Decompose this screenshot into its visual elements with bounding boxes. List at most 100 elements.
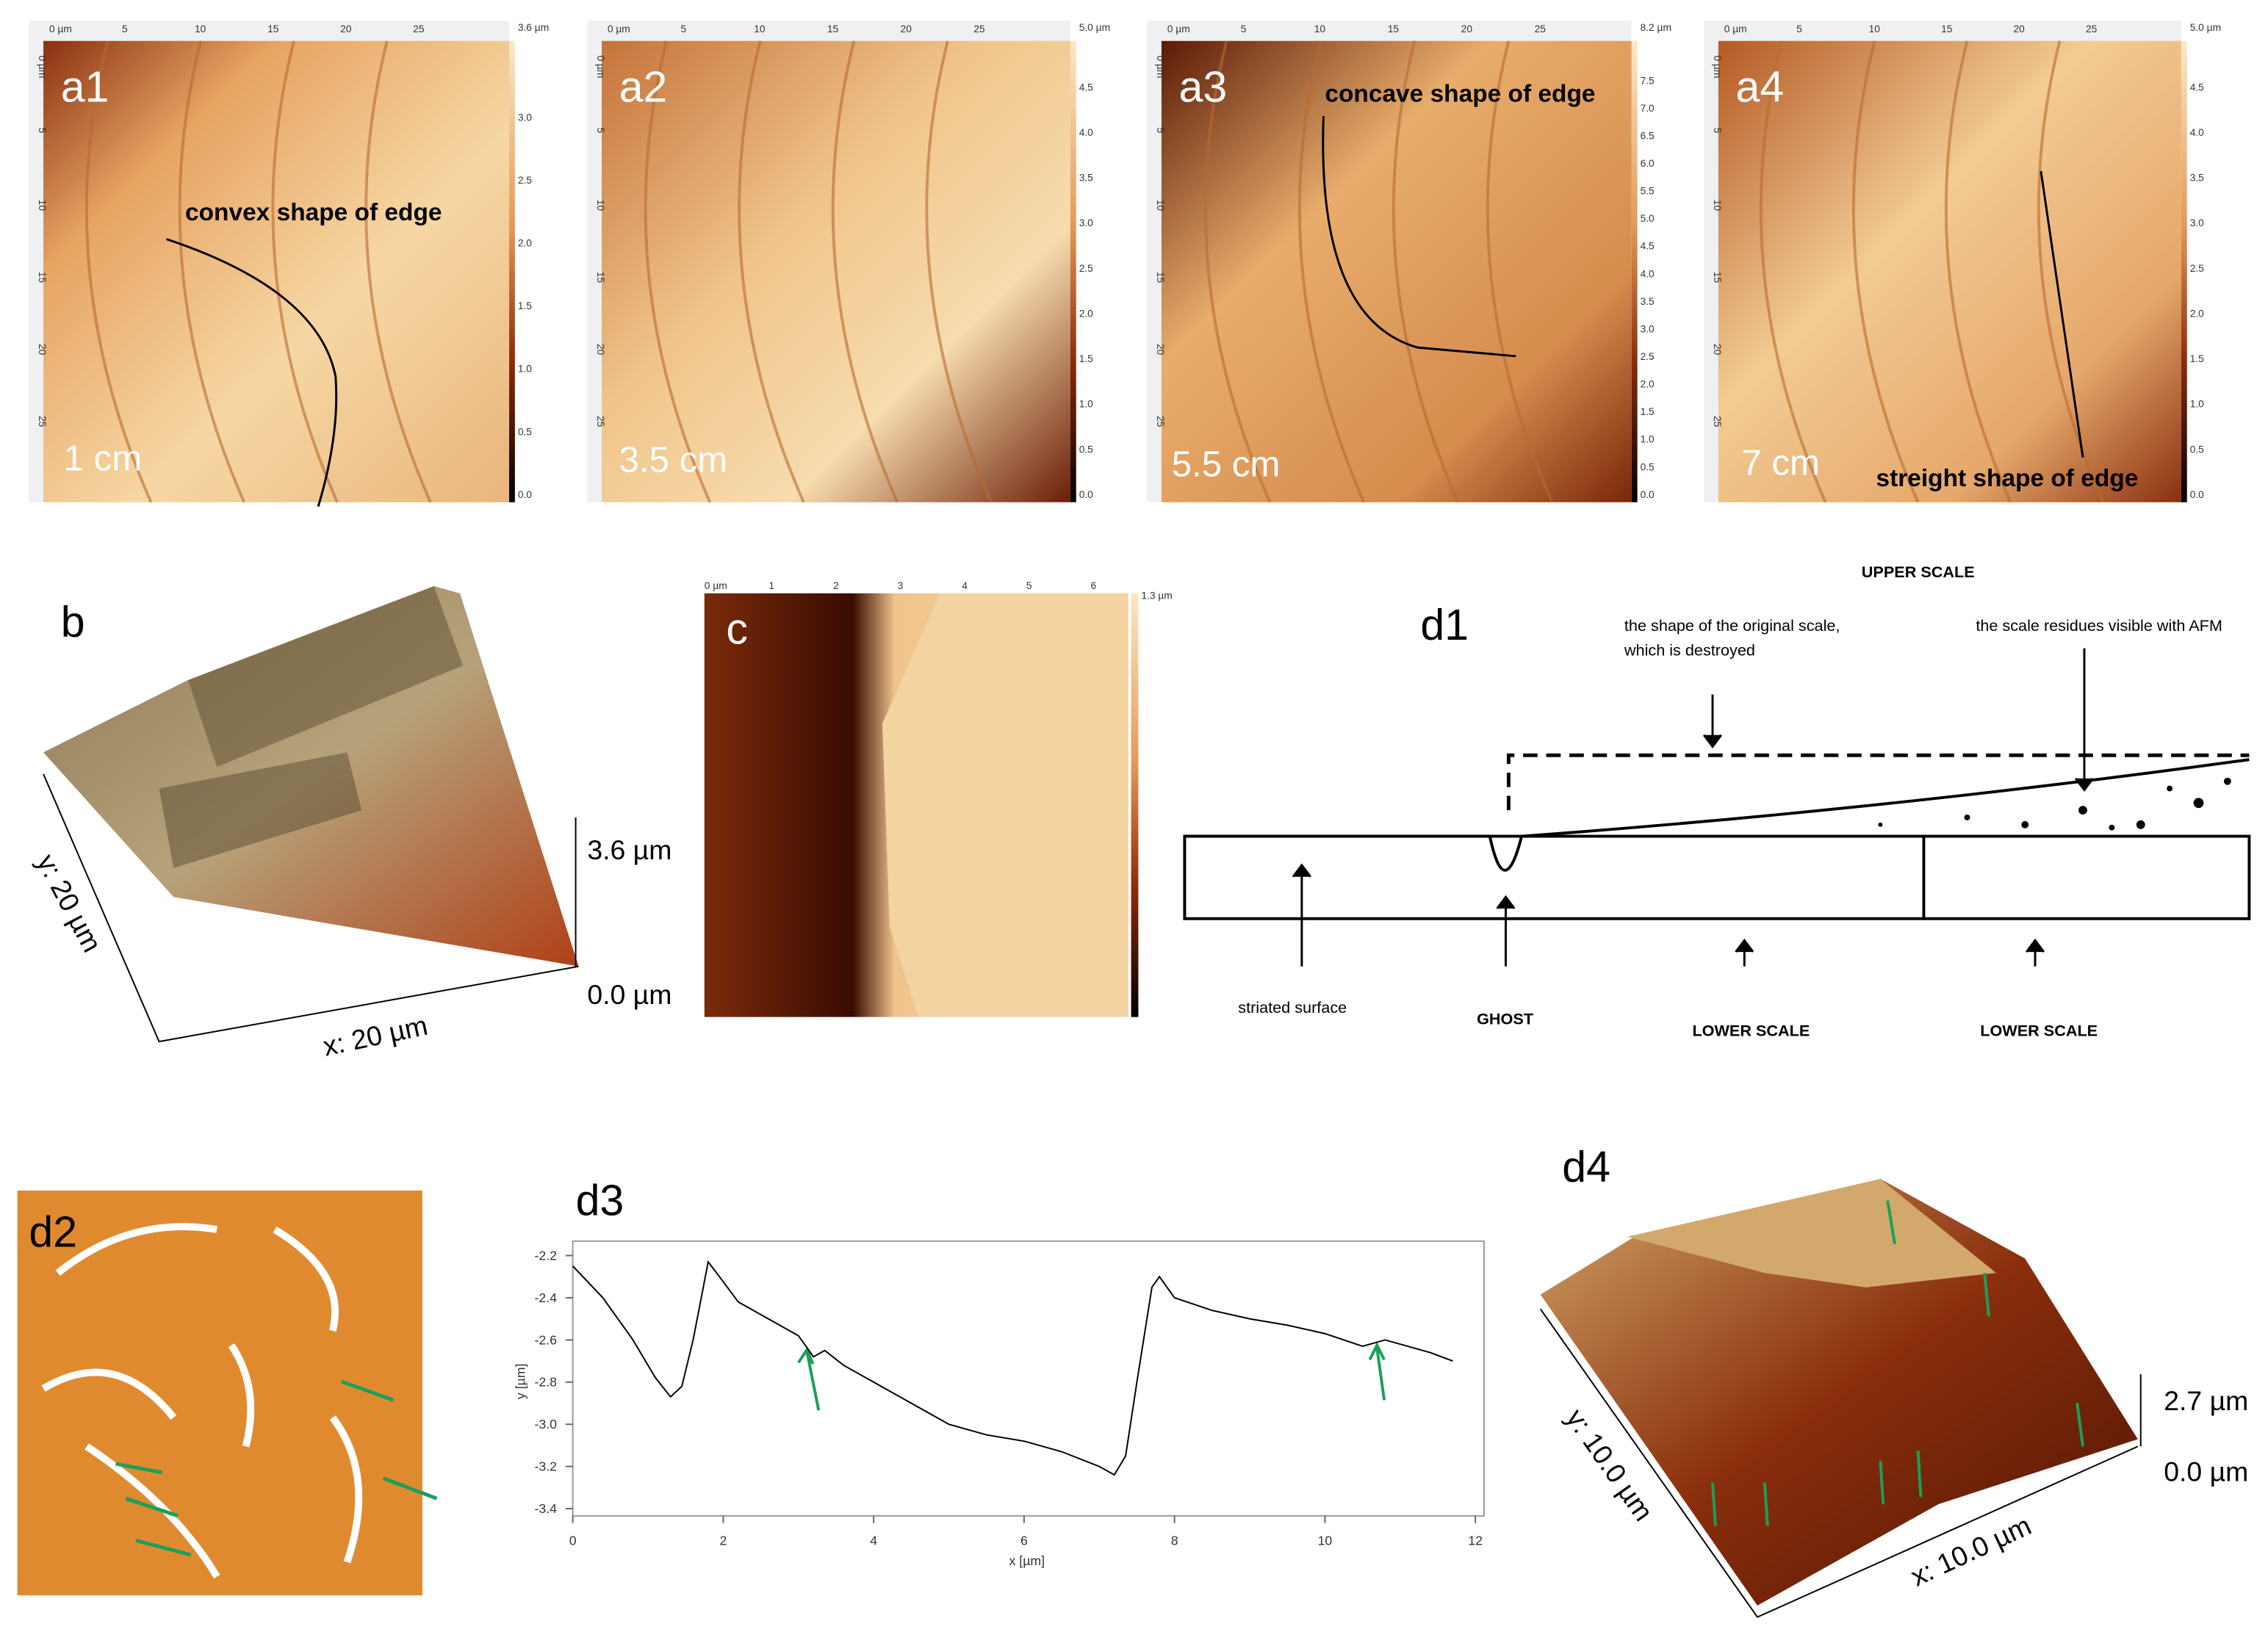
- arrowheads: [1292, 734, 2094, 953]
- label: 4.0: [1641, 268, 1655, 279]
- label: 5.0: [1641, 213, 1655, 224]
- label: 0.5: [2190, 444, 2204, 455]
- label: b: [61, 598, 85, 646]
- x-tick-label: 12: [1468, 1533, 1483, 1548]
- label: 5.5: [1641, 186, 1655, 197]
- label: d2: [29, 1208, 77, 1257]
- original-scale: [1506, 753, 2250, 811]
- label: 15: [267, 24, 279, 35]
- label: which is destroyed: [1624, 640, 1755, 659]
- label: 5: [1712, 128, 1723, 134]
- label: 5.5 cm: [1172, 444, 1281, 484]
- label: 0.0: [1641, 489, 1655, 500]
- label: d4: [1562, 1143, 1610, 1191]
- label: streight shape of edge: [1876, 465, 2138, 492]
- label: 4.5: [1079, 82, 1093, 93]
- label: 25: [595, 416, 606, 427]
- label: convex shape of edge: [185, 199, 442, 226]
- terrace-edge: [644, 40, 712, 503]
- label: 6.5: [1641, 130, 1655, 141]
- terrace-edge: [271, 40, 339, 503]
- colorbar: [1631, 40, 1638, 502]
- x-tick-label: 6: [1020, 1533, 1028, 1548]
- label: 25: [37, 416, 48, 427]
- edges: [41, 1223, 363, 1579]
- label: 4: [962, 580, 968, 591]
- label: 1.0: [1641, 434, 1655, 445]
- edge-line: [165, 238, 338, 508]
- label: 1.0: [518, 364, 532, 375]
- label: 10: [1712, 200, 1723, 212]
- label: 2.7 µm: [2164, 1385, 2248, 1416]
- label: a4: [1736, 62, 1785, 111]
- label: 0.0: [2190, 489, 2204, 500]
- label: 25: [413, 24, 425, 35]
- label: 0 µm: [705, 580, 727, 591]
- label: 3.0: [518, 112, 532, 123]
- colorbar: [1070, 40, 1076, 502]
- label: 0 µm: [608, 24, 630, 35]
- label: 0 µm: [1167, 24, 1190, 35]
- label: 15: [1941, 24, 1953, 35]
- markers: [1711, 1200, 2084, 1526]
- y-tick-label: -2.2: [534, 1248, 557, 1263]
- label: 0.0: [518, 489, 532, 500]
- label: 3.0: [1079, 217, 1093, 228]
- label: UPPER SCALE: [1862, 563, 1975, 581]
- label: 3.5: [2190, 173, 2204, 184]
- terrace: [1627, 1179, 1996, 1288]
- label: 0.0 µm: [2164, 1456, 2248, 1487]
- label: 2: [833, 580, 839, 591]
- label: 0 µm: [595, 55, 606, 78]
- lower-scale: [1183, 834, 2251, 920]
- label: 6: [1090, 580, 1096, 591]
- afm-image: [17, 1190, 422, 1596]
- label: 2.0: [2190, 308, 2204, 319]
- label: 1.5: [1641, 406, 1655, 417]
- terrace-edge: [831, 40, 899, 503]
- terrace: [187, 585, 463, 768]
- terrace-edge: [2037, 40, 2105, 503]
- label: 7 cm: [1741, 442, 1820, 483]
- x-tick-label: 2: [719, 1533, 727, 1548]
- label: 10: [1314, 24, 1326, 35]
- axis-3d: [43, 773, 579, 1043]
- panel-c: [704, 593, 1139, 1017]
- label: 2.5: [2190, 263, 2204, 274]
- label: 15: [37, 272, 48, 284]
- label: 0 µm: [1155, 55, 1166, 78]
- label: striated surface: [1238, 998, 1347, 1017]
- terrace: [882, 593, 1128, 1017]
- x-tick-label: 4: [870, 1533, 877, 1548]
- terrace-edge: [178, 40, 246, 503]
- label: 20: [340, 24, 352, 35]
- label: 5: [1155, 128, 1166, 134]
- label: 15: [1712, 272, 1723, 284]
- label: 3.5 cm: [619, 439, 728, 480]
- profile-line: [572, 1260, 1453, 1476]
- label: 25: [973, 24, 985, 35]
- label: 5.0 µm: [1079, 22, 1110, 33]
- plot-area: [572, 1240, 1485, 1517]
- label: 0 µm: [49, 24, 72, 35]
- label: 5: [1241, 24, 1247, 35]
- label: 1.5: [518, 300, 532, 311]
- label: 1: [768, 580, 774, 591]
- label: 0.5: [1641, 461, 1655, 472]
- panel-d4: [1539, 1179, 2142, 1618]
- label: 20: [1461, 24, 1473, 35]
- label: 25: [1712, 416, 1723, 427]
- label: y: 20 µm: [31, 849, 108, 957]
- colorbar: [509, 40, 515, 502]
- label: 25: [1155, 416, 1166, 427]
- label: 10: [195, 24, 206, 35]
- label: 8.2 µm: [1641, 22, 1671, 33]
- label: a2: [619, 62, 668, 111]
- label: concave shape of edge: [1325, 80, 1595, 107]
- label: 0 µm: [1724, 24, 1747, 35]
- label: 3.5: [1641, 296, 1655, 307]
- label: 5: [681, 24, 687, 35]
- label: 7.5: [1641, 75, 1655, 86]
- label: 3.5: [1079, 173, 1093, 184]
